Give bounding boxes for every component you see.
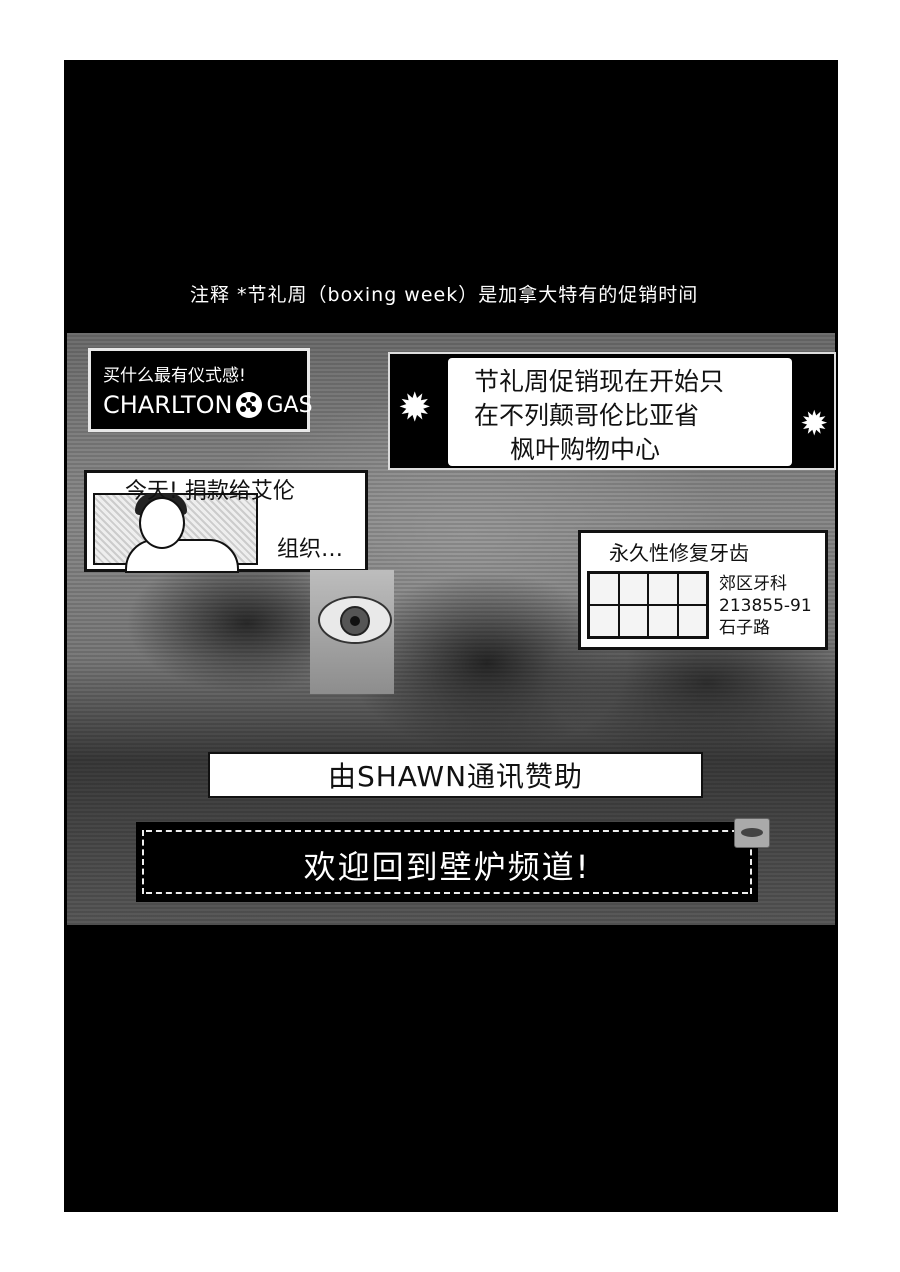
donation-line-2: 组织… xyxy=(277,537,344,562)
dental-info: 郊区牙科 213855-91 石子路 xyxy=(719,573,812,639)
maple-leaf-icon: ✹ xyxy=(398,385,432,431)
dental-address: 石子路 xyxy=(719,618,770,638)
welcome-banner: 欢迎回到壁炉频道! xyxy=(136,822,758,902)
donation-illustration xyxy=(93,493,258,573)
donation-ad: 今天! 捐款给艾伦 组织… xyxy=(84,470,368,573)
donation-line-1: 今天! 捐款给艾伦 xyxy=(125,479,295,504)
charlton-brand-left: CHARLTON xyxy=(103,391,233,419)
dental-ad: 永久性修复牙齿 郊区牙科 213855-91 石子路 xyxy=(578,530,828,650)
eye-icon xyxy=(318,596,392,644)
boxing-week-panel: 节礼周促销现在开始只 在不列颠哥伦比亚省 枫叶购物中心 xyxy=(448,358,792,466)
boxing-week-ad: ✹ 节礼周促销现在开始只 在不列颠哥伦比亚省 枫叶购物中心 ✹ xyxy=(388,352,836,470)
dental-name: 郊区牙科 xyxy=(719,574,787,594)
dental-headline: 永久性修复牙齿 xyxy=(609,541,749,565)
gas-logo-icon xyxy=(236,392,263,418)
boxing-line-1: 节礼周促销现在开始只 xyxy=(474,367,725,396)
dental-phone: 213855-91 xyxy=(719,596,812,616)
charlton-brand: CHARLTON GAS xyxy=(103,391,313,419)
charlton-slogan: 买什么最有仪式感! xyxy=(103,366,246,386)
welcome-text: 欢迎回到壁炉频道! xyxy=(303,848,591,886)
maple-leaf-icon: ✹ xyxy=(800,404,829,444)
charlton-brand-right: GAS xyxy=(266,392,313,418)
boxing-line-2: 在不列颠哥伦比亚省 xyxy=(474,401,700,430)
translator-note: 注释 *节礼周（boxing week）是加拿大特有的促销时间 xyxy=(190,284,699,306)
sponsor-banner: 由SHAWN通讯赞助 xyxy=(208,752,703,798)
eye-photo xyxy=(310,570,394,694)
boxing-line-3: 枫叶购物中心 xyxy=(510,435,661,464)
charlton-gas-ad: 买什么最有仪式感! CHARLTON GAS xyxy=(88,348,313,432)
teeth-illustration xyxy=(587,571,709,639)
mouth-sticker-icon xyxy=(734,818,770,848)
